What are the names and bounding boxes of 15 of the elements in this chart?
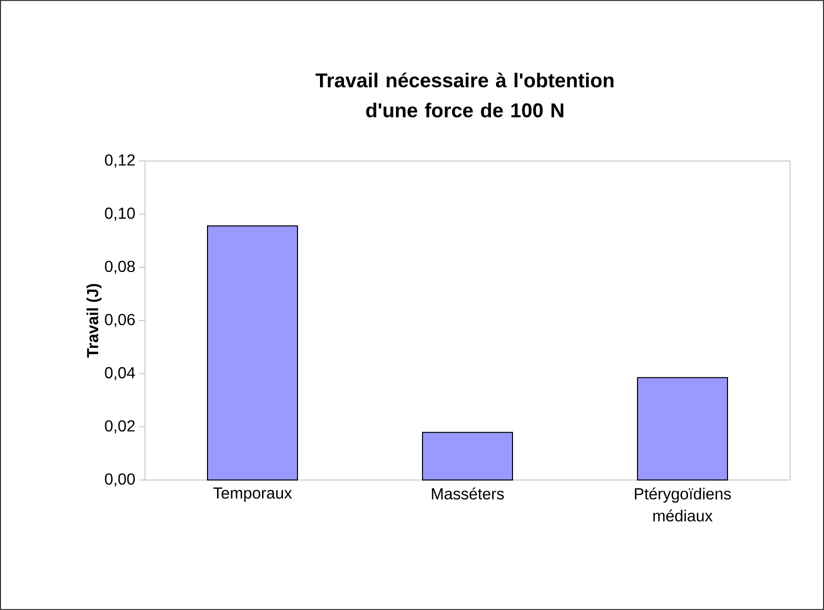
bar	[422, 432, 514, 480]
x-tick-label: Temporaux	[213, 488, 292, 502]
bar	[207, 225, 298, 480]
x-tick-label: Ptérygoïdiens médiaux	[634, 488, 731, 522]
y-tick-label: 0,06	[104, 314, 135, 328]
y-tick-label: 0,10	[104, 208, 135, 221]
x-tick-label: Masséters	[432, 488, 504, 500]
y-tick-label: 0,02	[104, 420, 135, 434]
y-axis-title: Travail (J)	[86, 284, 102, 358]
bar	[637, 377, 728, 480]
chart-title: Travail nécessaire à l'obtention d'une force de 100 N	[316, 72, 614, 118]
y-tick-label: 0,04	[104, 367, 135, 380]
y-tick-label: 0,08	[104, 260, 135, 274]
y-tick-label: 0,00	[104, 473, 135, 487]
y-tick-label: 0,12	[104, 154, 135, 168]
